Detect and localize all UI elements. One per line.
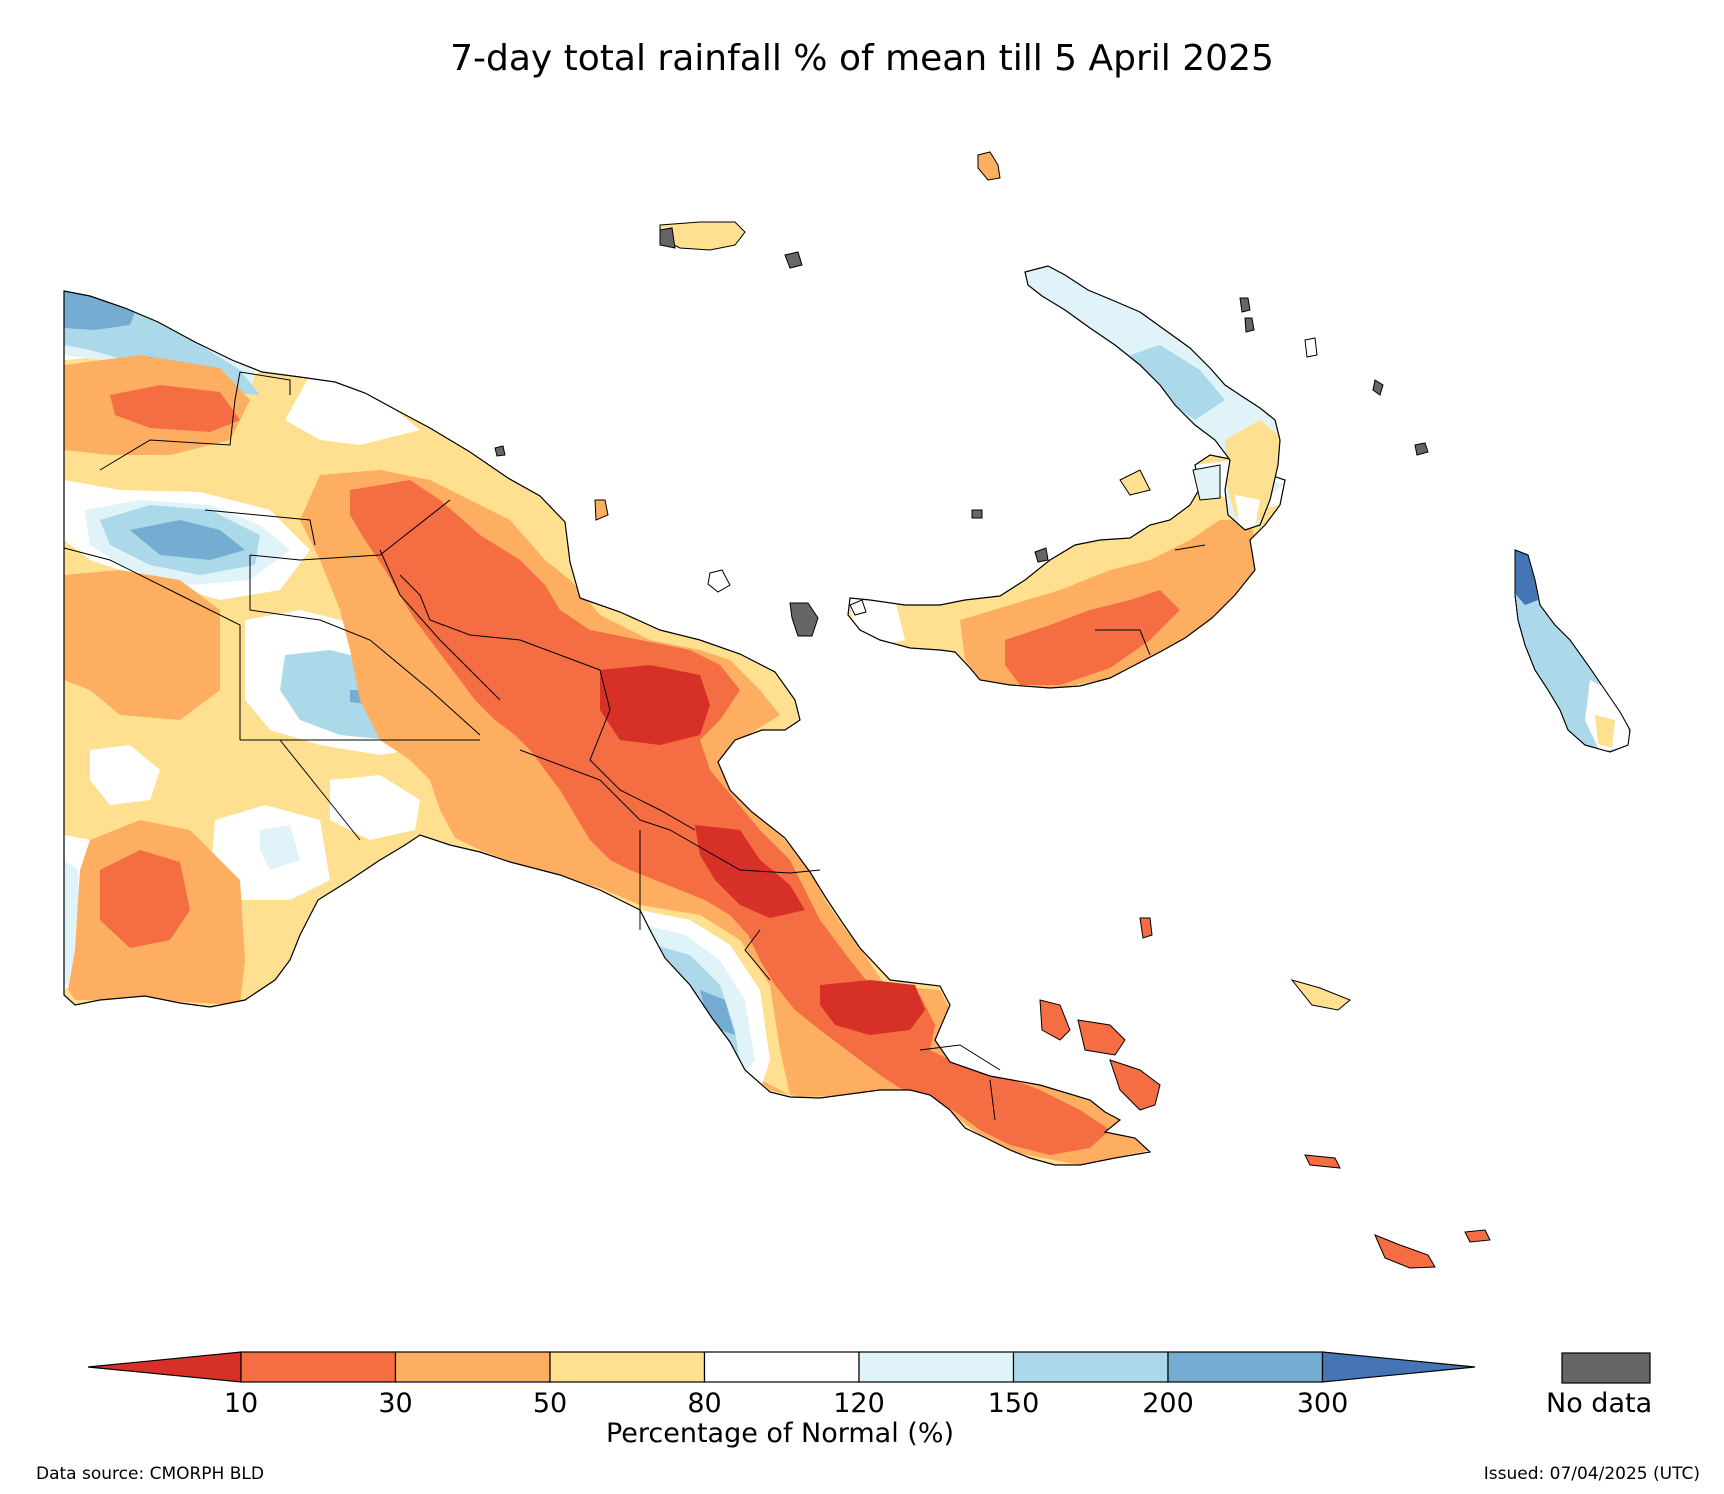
colorbar-tick: 300	[1296, 1388, 1349, 1419]
new-ireland-rainfall	[1024, 265, 1281, 531]
colorbar-bin-120-150	[858, 1351, 1015, 1383]
colorbar-tick: 150	[987, 1388, 1040, 1419]
issued-date: Issued: 07/04/2025 (UTC)	[1483, 1464, 1700, 1484]
colorbar-tick: 30	[378, 1388, 413, 1419]
colorbar-bin-150-200	[1012, 1351, 1169, 1383]
colorbar-tick: 10	[223, 1388, 259, 1419]
nodata-label: No data	[1546, 1388, 1653, 1419]
colorbar-tick: 80	[687, 1388, 722, 1419]
colorbar-bin-30-50	[394, 1351, 551, 1383]
colorbar	[87, 1351, 1651, 1384]
colorbar-bin-50-80	[549, 1351, 706, 1383]
mainland-rainfall	[63, 290, 1152, 1166]
islands-rainfall	[494, 151, 1631, 1269]
colorbar-tick: 200	[1142, 1388, 1194, 1419]
data-source: Data source: CMORPH BLD	[36, 1464, 264, 1484]
colorbar-bin-below-10	[87, 1351, 242, 1383]
colorbar-label: Percentage of Normal (%)	[605, 1418, 955, 1449]
colorbar-bin-above-300	[1321, 1351, 1476, 1383]
colorbar-tick: 50	[532, 1388, 568, 1419]
map-title: 7-day total rainfall % of mean till 5 Ap…	[450, 38, 1274, 79]
colorbar-bin-10-30	[240, 1351, 397, 1383]
colorbar-tick: 120	[833, 1388, 885, 1419]
colorbar-bin-200-300	[1167, 1351, 1324, 1383]
nodata-swatch	[1561, 1352, 1651, 1384]
colorbar-bin-80-120	[703, 1351, 860, 1383]
